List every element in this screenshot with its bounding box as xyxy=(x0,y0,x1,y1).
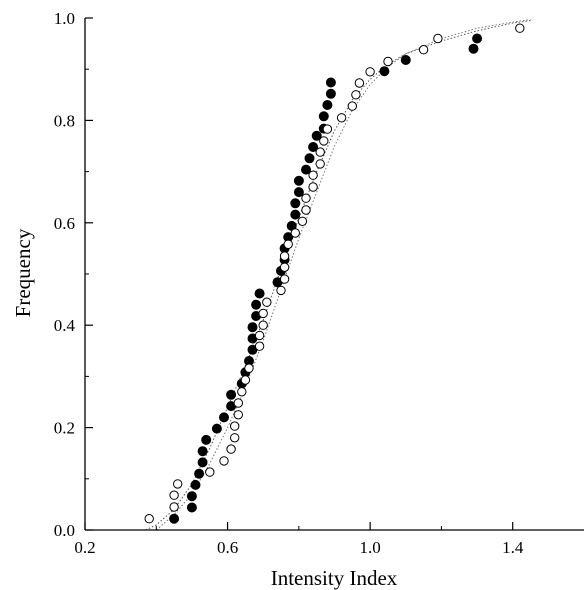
open-data-point xyxy=(258,308,268,319)
filled-data-point xyxy=(293,187,304,198)
open-data-point xyxy=(237,387,247,397)
open-data-point xyxy=(290,228,300,238)
filled-data-point xyxy=(308,141,319,152)
open-data-point xyxy=(283,239,293,250)
x-axis-title: Intensity Index xyxy=(271,566,398,590)
open-data-point xyxy=(515,23,525,33)
filled-data-point xyxy=(186,491,197,502)
y-tick-label: 0.2 xyxy=(54,419,75,438)
filled-data-point xyxy=(304,153,315,164)
x-tick-label: 1.4 xyxy=(502,538,524,557)
open-data-point xyxy=(315,147,325,157)
y-tick-label: 1.0 xyxy=(54,9,75,28)
filled-data-point xyxy=(290,209,301,220)
open-data-point xyxy=(144,514,154,524)
open-data-point xyxy=(308,170,318,180)
filled-data-point xyxy=(247,322,258,333)
filled-data-point xyxy=(325,88,336,99)
open-data-point xyxy=(169,490,179,500)
filled-data-point xyxy=(186,502,197,513)
open-data-point xyxy=(258,320,268,330)
open-data-point xyxy=(315,159,325,169)
open-data-point xyxy=(219,456,229,466)
open-data-point xyxy=(433,33,443,44)
open-data-point xyxy=(297,216,308,227)
y-axis-title: Frequency xyxy=(11,228,35,317)
open-data-point xyxy=(336,113,347,123)
open-data-point xyxy=(233,410,244,420)
y-ticks: 0.0 0.2 0.4 0.6 0.8 1.0 xyxy=(54,9,93,540)
open-data-point xyxy=(354,78,365,88)
open-data-point xyxy=(254,341,265,351)
filled-data-point xyxy=(293,175,304,186)
filled-data-point xyxy=(400,55,411,66)
filled-data-point xyxy=(194,468,205,479)
open-data-point xyxy=(244,363,254,373)
open-data-point xyxy=(322,124,333,134)
open-data-point xyxy=(233,398,244,408)
open-data-point xyxy=(418,45,429,55)
filled-data-point xyxy=(325,77,336,88)
filled-data-point xyxy=(300,164,311,175)
y-tick-label: 0.8 xyxy=(54,111,75,130)
open-data-point xyxy=(173,479,183,489)
filled-data-point xyxy=(226,389,237,400)
open-data-point xyxy=(351,90,361,100)
open-data-point xyxy=(279,251,290,261)
y-tick-label: 0.4 xyxy=(54,316,76,335)
x-tick-label: 1.0 xyxy=(360,538,381,557)
filled-data-point xyxy=(472,33,483,44)
filled-data-point xyxy=(218,412,229,423)
open-data-point xyxy=(240,375,251,385)
filled-data-point xyxy=(169,513,180,524)
open-data-point xyxy=(230,421,240,431)
filled-data-point xyxy=(197,457,208,468)
open-data-point xyxy=(169,502,179,512)
y-tick-label: 0.6 xyxy=(54,214,75,233)
filled-data-point xyxy=(201,434,212,445)
filled-data-point xyxy=(190,479,201,490)
filled-data-point xyxy=(379,66,390,77)
filled-data-point xyxy=(251,299,262,310)
open-data-point xyxy=(301,205,311,215)
open-data-point xyxy=(365,67,375,77)
open-data-point xyxy=(319,136,329,146)
filled-data-point xyxy=(197,446,208,457)
x-tick-label: 0.2 xyxy=(74,538,95,557)
open-data-point xyxy=(383,56,393,67)
open-data-point xyxy=(308,182,318,192)
open-data-point xyxy=(205,467,215,477)
filled-data-point xyxy=(322,100,333,111)
open-data-point xyxy=(230,433,240,443)
filled-data-point xyxy=(318,111,329,122)
fit-curve-2 xyxy=(155,19,531,531)
open-data-point xyxy=(301,193,311,203)
open-data-point xyxy=(347,101,357,111)
y-tick-label: 0.0 xyxy=(54,521,75,540)
filled-data-point xyxy=(254,288,265,299)
filled-data-point xyxy=(311,130,322,141)
open-data-point xyxy=(254,330,265,341)
open-data-point xyxy=(262,297,272,307)
open-data-point xyxy=(226,444,236,454)
open-data-point xyxy=(276,285,286,296)
open-data-point xyxy=(279,262,290,272)
filled-data-point xyxy=(211,423,222,434)
x-ticks: 0.2 0.6 1.0 1.4 xyxy=(74,522,524,557)
data-points xyxy=(144,23,525,524)
filled-data-point xyxy=(468,43,479,54)
open-data-point xyxy=(279,274,290,284)
x-tick-label: 0.6 xyxy=(217,538,238,557)
axes: 0.2 0.6 1.0 1.4 0.00.20.40.60.81.0 xyxy=(54,9,584,557)
filled-data-point xyxy=(290,198,301,209)
